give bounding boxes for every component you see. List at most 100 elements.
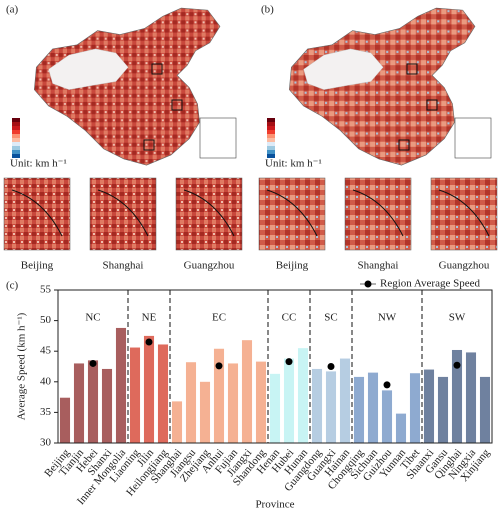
region-average-dot (285, 358, 293, 366)
region-label: CC (282, 312, 297, 324)
map-locator (151, 63, 163, 75)
bar (115, 327, 127, 443)
bar (395, 413, 407, 443)
bar (465, 352, 477, 443)
map-locator (406, 63, 418, 75)
bar (437, 376, 449, 443)
inset-map (175, 177, 243, 251)
region-label: NC (85, 312, 100, 324)
map-inset-box (454, 117, 492, 159)
bar (381, 390, 393, 443)
bar (101, 368, 113, 443)
bar (353, 376, 365, 443)
inset-map (258, 177, 326, 251)
colorbar-cell (267, 142, 275, 146)
colorbar-cell (267, 118, 275, 122)
inset-label: Shanghai (358, 260, 399, 272)
bar (241, 340, 253, 443)
map-shape (289, 7, 476, 166)
colorbar-cell (12, 146, 20, 150)
inset-map (344, 177, 412, 251)
region-label: NW (378, 312, 397, 324)
colorbar-cell (267, 134, 275, 138)
y-tick-label: 35 (40, 406, 52, 418)
bar (227, 363, 239, 443)
bar (311, 368, 323, 443)
colorbar-cell (12, 126, 20, 130)
bar (157, 344, 169, 443)
inset-label: Guangzhou (439, 260, 490, 272)
bar (59, 397, 71, 443)
unit-label: Unit: km h⁻¹ (10, 158, 67, 170)
plot-frame (57, 289, 493, 444)
bar (297, 348, 309, 443)
map-desert (48, 48, 129, 90)
bar (73, 363, 85, 443)
bar (199, 381, 211, 443)
bar (479, 376, 491, 443)
map-locator (398, 139, 410, 151)
bar (171, 401, 183, 443)
map-desert (303, 48, 384, 90)
bar (269, 373, 281, 443)
panel-label: (c) (6, 280, 19, 292)
y-tick-label: 30 (40, 437, 52, 449)
map-inset-box (199, 117, 237, 159)
inset-label: Guangzhou (184, 260, 235, 272)
colorbar-cell (267, 138, 275, 142)
inset-label: Beijing (21, 260, 54, 272)
region-label: NE (142, 312, 157, 324)
colorbar-cell (12, 142, 20, 146)
region-label: SW (449, 312, 466, 324)
bar (283, 358, 295, 443)
colorbar-cell (12, 118, 20, 122)
bar (213, 348, 225, 443)
region-average-dot (453, 361, 461, 369)
colorbar-cell (12, 150, 20, 154)
panel-label: (b) (261, 4, 274, 16)
inset-boundary (183, 189, 235, 237)
y-tick-label: 50 (40, 314, 52, 326)
inset-boundary (97, 189, 149, 237)
unit-label: Unit: km h⁻¹ (265, 158, 322, 170)
y-axis-title: Average Speed (km h⁻¹) (16, 312, 28, 420)
map-panel: (a) Unit: km h⁻¹ Beijing Shanghai Guangzhou (3, 4, 243, 272)
x-axis-title: Province (255, 499, 294, 511)
region-average-dot (383, 381, 391, 389)
inset-boundary (11, 189, 63, 237)
region-average-dot (215, 362, 223, 370)
colorbar-cell (267, 146, 275, 150)
y-tick-label: 40 (40, 375, 52, 387)
bar (325, 371, 337, 443)
region-label: EC (212, 312, 226, 324)
colorbar-cell (12, 134, 20, 138)
colorbar-cell (12, 154, 20, 158)
bar (255, 361, 267, 443)
map-panel: (b) Unit: km h⁻¹ Beijing Shanghai Guangzhou (258, 4, 498, 272)
region-average-dot (145, 338, 153, 346)
bar (339, 358, 351, 443)
bar (367, 372, 379, 443)
inset-label: Beijing (276, 260, 309, 272)
legend-label: Region Average Speed (380, 278, 480, 290)
colorbar-cell (267, 122, 275, 126)
bar (423, 369, 435, 443)
colorbar-cell (12, 138, 20, 142)
y-tick-label: 55 (40, 284, 52, 296)
bar (87, 360, 99, 443)
bar (409, 373, 421, 443)
inset-map (89, 177, 157, 251)
inset-boundary (352, 189, 404, 237)
colorbar-cell (267, 154, 275, 158)
panel-label: (a) (6, 4, 19, 16)
inset-map (3, 177, 71, 251)
colorbar-cell (267, 150, 275, 154)
map-shape (34, 7, 221, 166)
bar (451, 349, 463, 443)
y-tick-label: 45 (40, 345, 52, 357)
bar (143, 335, 155, 443)
map-locator (426, 99, 438, 111)
inset-map (430, 177, 498, 251)
